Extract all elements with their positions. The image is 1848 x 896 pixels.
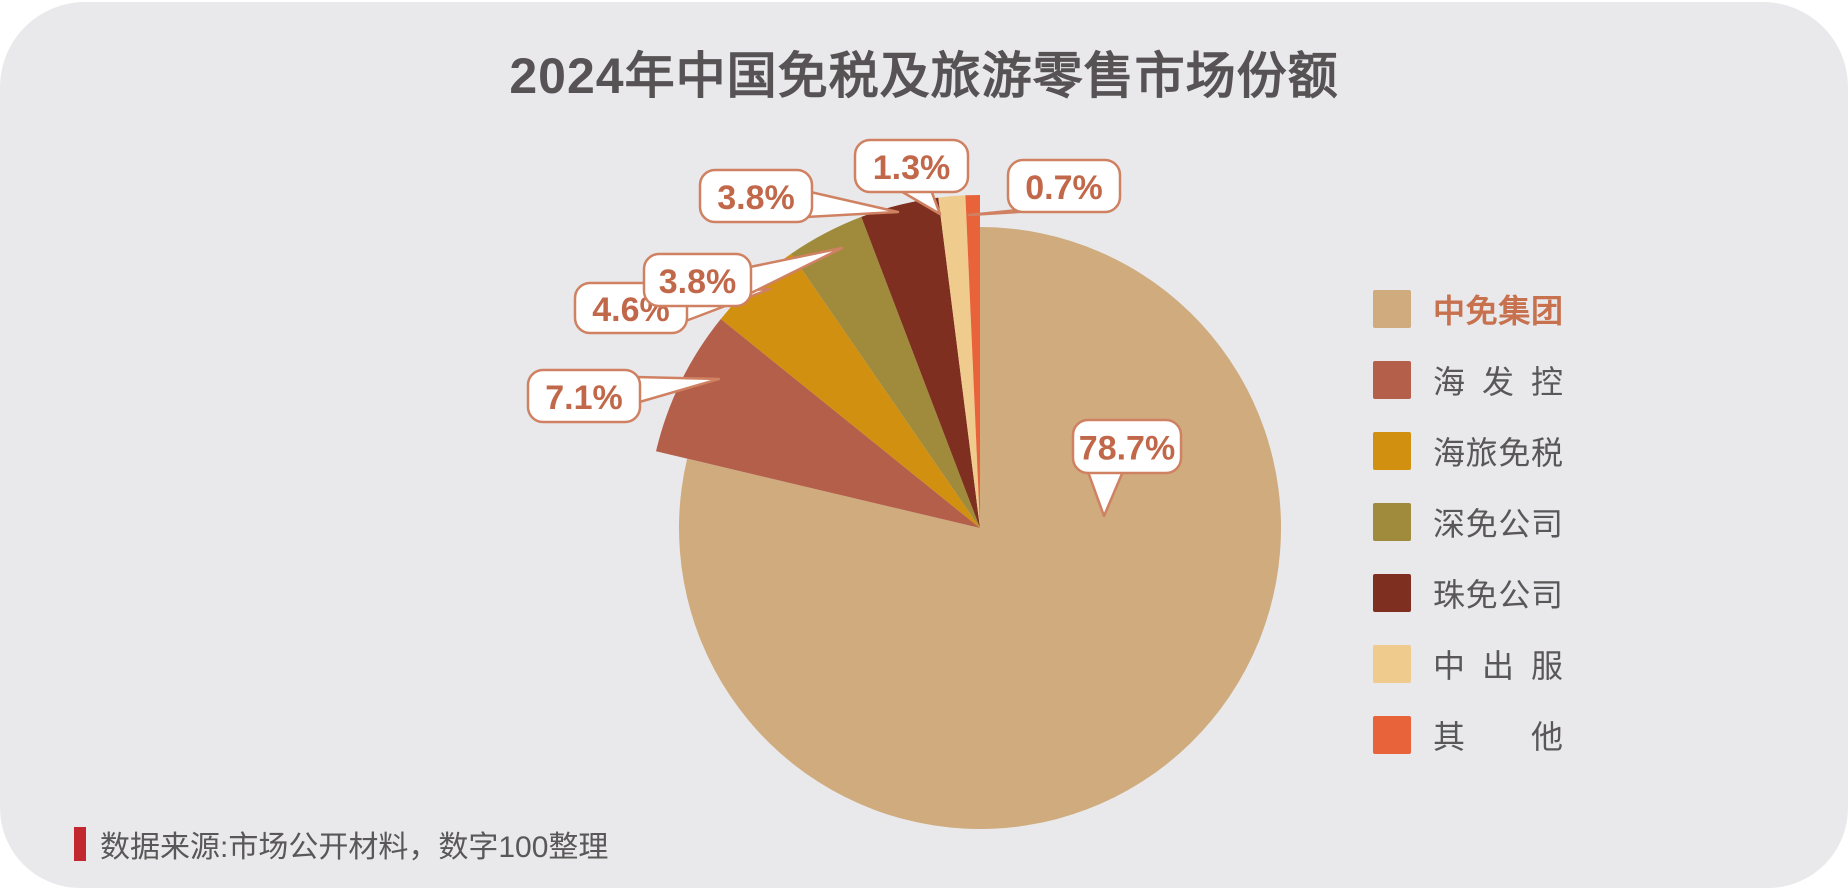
- legend-item-1: 海发控: [1373, 361, 1563, 400]
- callout-value-1: 7.1%: [545, 379, 623, 417]
- pie-slice-0: [679, 227, 1282, 830]
- callout-value-4: 3.8%: [717, 179, 795, 217]
- callout-1: 7.1%: [526, 368, 721, 424]
- callout-value-0: 78.7%: [1079, 430, 1175, 468]
- legend: 中免集团海发控海旅免税深免公司珠免公司中出服其他: [1373, 290, 1563, 755]
- pie-slice-4: [861, 197, 980, 528]
- callout-5: 1.3%: [853, 138, 970, 216]
- callout-0: 78.7%: [1071, 418, 1183, 518]
- callout-box: [853, 138, 970, 194]
- pie-slice-6: [965, 194, 980, 528]
- source-bar-icon: [74, 827, 86, 861]
- legend-swatch-4: [1373, 574, 1411, 612]
- pie-slice-3: [791, 216, 980, 528]
- legend-item-6: 其他: [1373, 716, 1563, 755]
- legend-label-2: 海旅免税: [1433, 435, 1563, 471]
- callout-value-6: 0.7%: [1025, 169, 1103, 207]
- legend-item-2: 海旅免税: [1373, 432, 1563, 471]
- callout-box: [698, 168, 814, 224]
- legend-swatch-5: [1373, 645, 1411, 683]
- legend-swatch-1: [1373, 361, 1411, 399]
- callout-value-5: 1.3%: [873, 149, 951, 187]
- callout-value-3: 3.8%: [659, 263, 737, 301]
- legend-item-5: 中出服: [1373, 645, 1563, 684]
- legend-label-5: 中出服: [1433, 648, 1563, 684]
- legend-label-0: 中免集团: [1433, 293, 1563, 329]
- legend-swatch-3: [1373, 503, 1411, 541]
- legend-label-6: 其他: [1433, 719, 1563, 755]
- chart-title: 2024年中国免税及旅游零售市场份额: [509, 48, 1339, 104]
- pie-slice-5: [938, 195, 980, 529]
- callout-3: 3.8%: [642, 246, 844, 308]
- pie-slice-1: [656, 319, 980, 528]
- legend-item-4: 珠免公司: [1373, 574, 1563, 613]
- callout-box: [1071, 418, 1183, 475]
- source-text: 数据来源:市场公开材料，数字100整理: [100, 831, 609, 864]
- legend-label-3: 深免公司: [1433, 506, 1563, 542]
- callout-6: 0.7%: [967, 158, 1122, 217]
- legend-swatch-6: [1373, 716, 1411, 754]
- legend-swatch-0: [1373, 290, 1411, 328]
- source-note: 数据来源:市场公开材料，数字100整理: [74, 822, 608, 866]
- legend-swatch-2: [1373, 432, 1411, 470]
- callout-box: [526, 368, 642, 424]
- pie-slice-2: [720, 253, 980, 529]
- legend-item-3: 深免公司: [1373, 503, 1563, 542]
- callout-box: [642, 252, 753, 308]
- legend-item-0: 中免集团: [1373, 290, 1563, 329]
- callout-box: [1006, 158, 1122, 214]
- legend-label-1: 海发控: [1433, 364, 1563, 400]
- callout-4: 3.8%: [698, 168, 900, 224]
- legend-label-4: 珠免公司: [1433, 577, 1563, 613]
- callout-tail: [804, 189, 900, 219]
